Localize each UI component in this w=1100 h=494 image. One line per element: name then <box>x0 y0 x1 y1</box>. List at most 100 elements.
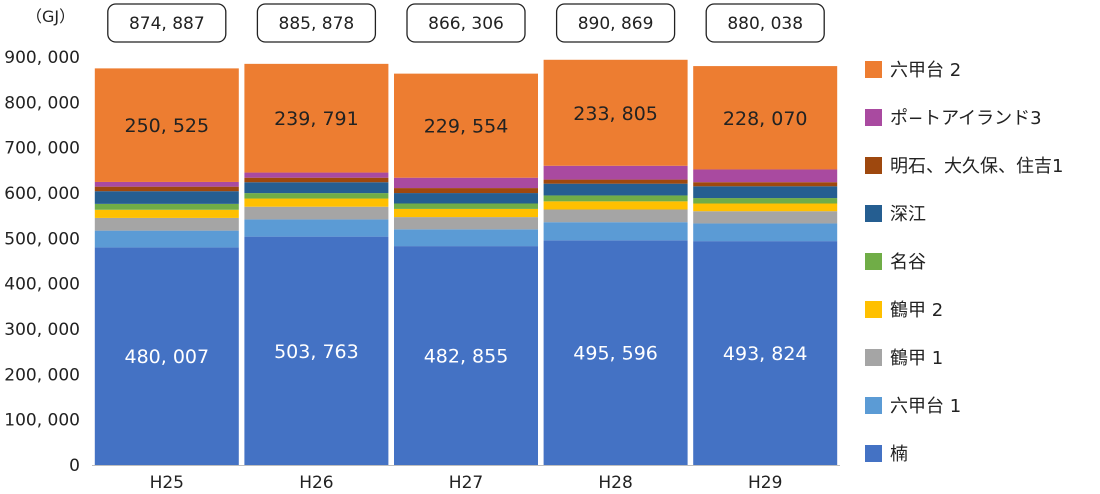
bar-segment <box>693 211 838 224</box>
legend-swatch <box>865 445 882 462</box>
y-tick-label: 300, 000 <box>4 320 80 340</box>
bar-segment <box>543 179 688 184</box>
bar-segment <box>394 203 538 209</box>
x-tick-label: H27 <box>449 473 483 493</box>
x-tick-label: H28 <box>598 473 632 493</box>
x-tick-label: H25 <box>150 473 184 493</box>
legend-label: 深江 <box>890 204 926 225</box>
legend-label: 六甲台 1 <box>890 396 961 417</box>
bar-segment <box>394 246 538 465</box>
bar-segment <box>543 222 688 241</box>
bar-segment <box>693 182 838 187</box>
y-tick-label: 500, 000 <box>4 229 80 249</box>
y-tick-label: 600, 000 <box>4 184 80 204</box>
bars: 480, 007 250, 525 503, 763 239, 791 482, 855… <box>94 59 838 465</box>
total-label: 885, 878 <box>279 14 355 34</box>
bar-segment <box>244 206 389 220</box>
bar-segment <box>543 240 688 465</box>
bar-segment <box>244 236 389 465</box>
y-tick-label: 900, 000 <box>4 48 80 68</box>
legend-label: ポ−トアイランド3 <box>890 108 1042 129</box>
bar-segment <box>94 203 239 210</box>
bar-segment <box>94 230 239 248</box>
bar-segment <box>394 229 538 247</box>
bar-data-label: 482, 855 <box>424 346 509 368</box>
bar-segment <box>94 186 239 192</box>
bar-segment <box>94 217 239 231</box>
bar-segment <box>244 193 389 199</box>
legend-swatch <box>865 301 882 318</box>
bar-segment <box>693 66 838 170</box>
y-tick-label: 700, 000 <box>4 139 80 159</box>
total-label-box <box>256 3 377 43</box>
legend-swatch <box>865 349 882 366</box>
bar-segment <box>244 198 389 207</box>
bar-data-label: 495, 596 <box>573 343 658 365</box>
bar-segment <box>693 169 838 183</box>
legend-label: 明石、大久保、住吉1 <box>890 156 1063 177</box>
bar-segment <box>244 63 389 173</box>
bar-segment <box>94 68 239 182</box>
legend-label: 鶴甲 2 <box>890 300 943 321</box>
total-labels: 874, 887 885, 878 866, 306 890, 869 880, 038 <box>107 3 825 43</box>
bar-segment <box>94 247 239 465</box>
legend-label: 六甲台 2 <box>890 60 961 81</box>
legend-swatch <box>865 61 882 78</box>
bar-segment <box>693 198 838 204</box>
bar-segment <box>543 195 688 202</box>
total-label: 890, 869 <box>578 14 654 34</box>
bar-segment <box>543 201 688 210</box>
bar-segment <box>394 177 538 189</box>
bar-data-label: 250, 525 <box>124 115 209 137</box>
x-axis-categories: H25 H26 H27 H28 H29 <box>150 473 783 493</box>
total-label-box <box>107 3 227 43</box>
bar-segment <box>693 203 838 212</box>
y-axis-unit-label: （GJ） <box>26 7 75 26</box>
bar-segment <box>244 172 389 178</box>
bar-segment <box>693 241 838 465</box>
total-label: 866, 306 <box>428 14 504 34</box>
y-tick-label: 400, 000 <box>4 275 80 295</box>
bar-data-label: 229, 554 <box>424 116 509 138</box>
bar-data-label: 239, 791 <box>274 108 359 130</box>
bar-segment <box>94 191 239 204</box>
y-tick-label: 800, 000 <box>4 93 80 113</box>
bar-segment <box>394 217 538 230</box>
bar-data-label: 233, 805 <box>573 103 658 125</box>
legend-swatch <box>865 157 882 174</box>
total-label: 880, 038 <box>727 14 803 34</box>
y-tick-label: 100, 000 <box>4 411 80 431</box>
bar-segment <box>543 209 688 223</box>
y-tick-label: 200, 000 <box>4 365 80 385</box>
bar-segment <box>394 73 538 178</box>
legend-swatch <box>865 397 882 414</box>
legend-swatch <box>865 205 882 222</box>
bar-data-label: 228, 070 <box>723 108 808 130</box>
total-label-box <box>555 3 676 43</box>
bar-segment <box>693 223 838 242</box>
bar-segment <box>94 209 239 218</box>
legend-swatch <box>865 253 882 270</box>
total-label-box <box>406 3 526 43</box>
total-label: 874, 887 <box>129 14 205 34</box>
bar-segment <box>543 183 688 196</box>
bar-segment <box>543 59 688 166</box>
x-tick-label: H26 <box>299 473 333 493</box>
bar-data-label: 480, 007 <box>124 346 209 368</box>
bar-segment <box>394 208 538 218</box>
bar-segment <box>394 188 538 194</box>
bar-segment <box>394 193 538 204</box>
legend-label: 楠 <box>890 444 908 465</box>
y-tick-label: 0 <box>69 456 80 476</box>
bar-data-label: 493, 824 <box>723 343 808 365</box>
bar-segment <box>244 177 389 183</box>
bar-segment <box>693 186 838 199</box>
bar-segment <box>244 219 389 237</box>
total-label-box <box>705 3 825 43</box>
x-tick-label: H29 <box>748 473 782 493</box>
bar-segment <box>543 165 688 180</box>
y-axis-ticks: 900, 000 800, 000 700, 000 600, 000 500, 000… <box>4 48 80 476</box>
bar-data-label: 503, 763 <box>274 341 359 363</box>
